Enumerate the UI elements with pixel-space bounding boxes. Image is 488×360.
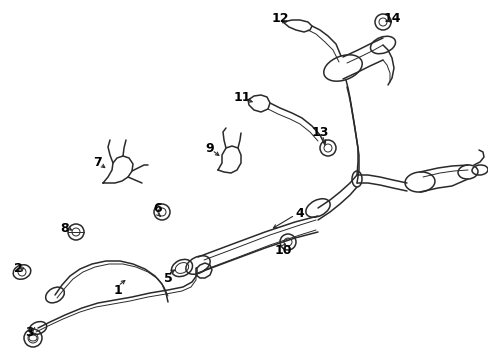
- Text: 12: 12: [271, 12, 288, 24]
- Text: 11: 11: [233, 90, 250, 104]
- Text: 4: 4: [295, 207, 304, 220]
- Text: 14: 14: [383, 12, 400, 24]
- Text: 8: 8: [61, 221, 69, 234]
- Text: 5: 5: [163, 271, 172, 284]
- Text: 7: 7: [92, 156, 101, 168]
- Text: 2: 2: [14, 261, 22, 274]
- Text: 1: 1: [113, 284, 122, 297]
- Text: 10: 10: [274, 243, 291, 257]
- Text: 9: 9: [205, 141, 214, 154]
- Text: 3: 3: [26, 327, 34, 339]
- Text: 6: 6: [153, 202, 162, 215]
- Text: 13: 13: [311, 126, 328, 139]
